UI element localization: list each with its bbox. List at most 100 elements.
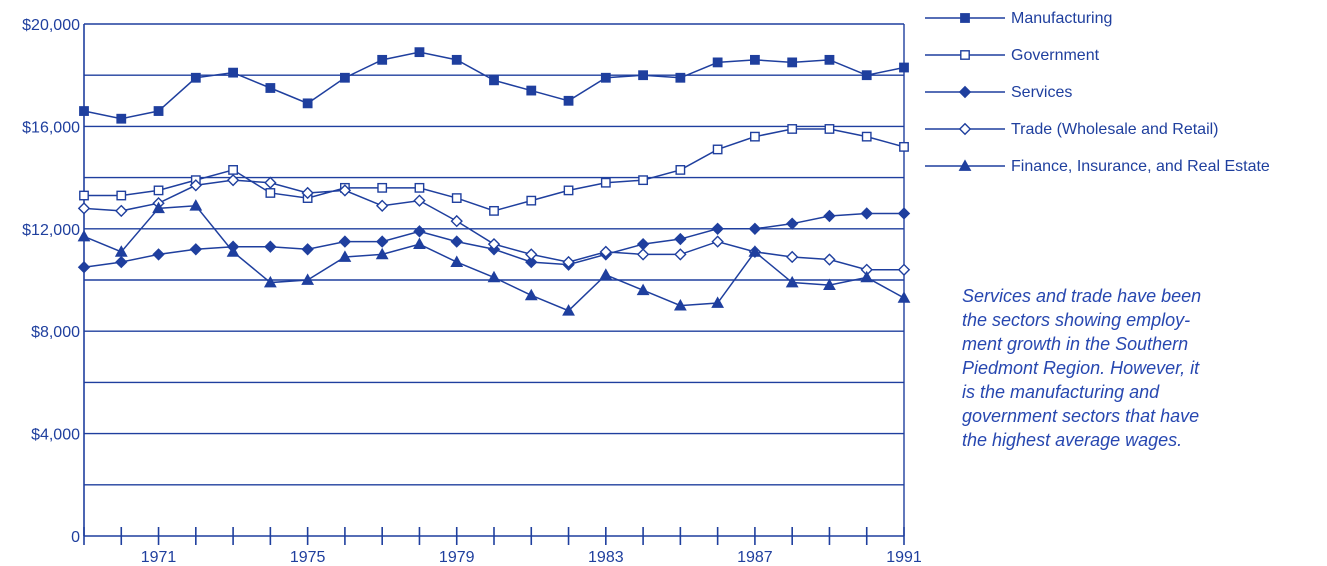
data-point — [79, 106, 89, 116]
data-point — [674, 232, 687, 246]
data-point — [265, 83, 276, 93]
data-point — [450, 214, 463, 228]
data-point — [338, 235, 352, 248]
data-point — [301, 243, 314, 256]
y-tick-label: 0 — [71, 529, 80, 546]
data-point — [636, 237, 650, 251]
legend-label: Finance, Insurance, and Real Estate — [1011, 158, 1270, 175]
data-point — [526, 195, 537, 206]
legend-marker — [960, 13, 970, 23]
data-point — [899, 141, 909, 152]
x-tick-label: 1971 — [141, 549, 177, 566]
data-point — [675, 72, 686, 83]
data-point — [750, 54, 760, 65]
data-point — [338, 184, 352, 197]
data-point — [711, 296, 725, 308]
series-4 — [77, 199, 911, 316]
data-point — [489, 205, 499, 216]
legend-label: Services — [1011, 84, 1072, 101]
data-point — [228, 67, 238, 78]
data-point — [189, 243, 203, 256]
data-point — [301, 273, 315, 285]
data-point — [115, 204, 128, 218]
data-point — [264, 176, 277, 189]
data-point — [712, 57, 723, 68]
data-point — [489, 75, 499, 86]
data-point — [116, 190, 127, 201]
annotation-line: the highest average wages. — [962, 430, 1183, 450]
data-point — [861, 131, 872, 142]
data-point — [116, 113, 127, 124]
data-point — [824, 124, 835, 134]
data-point — [897, 207, 911, 220]
x-tick-label: 1975 — [290, 549, 326, 566]
data-point — [897, 263, 911, 276]
data-point — [338, 250, 352, 262]
data-point — [152, 248, 165, 261]
y-tick-label: $20,000 — [22, 17, 80, 34]
data-point — [450, 255, 464, 267]
data-point — [785, 250, 799, 264]
series-0 — [79, 47, 909, 124]
data-point — [77, 229, 91, 242]
data-point — [823, 253, 836, 266]
data-point — [599, 268, 613, 280]
annotation-line: Piedmont Region. However, it — [962, 358, 1200, 378]
y-tick-label: $12,000 — [22, 222, 80, 239]
data-point — [375, 235, 389, 248]
data-point — [153, 185, 164, 196]
legend-label: Manufacturing — [1011, 10, 1112, 27]
data-point — [487, 270, 501, 283]
data-point — [599, 245, 613, 259]
legend-label: Government — [1011, 47, 1100, 64]
data-point — [785, 275, 799, 288]
series-3 — [77, 173, 911, 276]
data-point — [302, 98, 313, 109]
data-point — [600, 72, 611, 83]
data-point — [711, 222, 724, 235]
data-point — [340, 72, 350, 83]
data-point — [785, 217, 799, 230]
data-point — [79, 190, 89, 201]
legend-marker — [958, 159, 972, 171]
data-point — [153, 106, 164, 116]
data-point — [674, 248, 687, 261]
data-point — [712, 144, 723, 155]
data-point — [638, 70, 648, 81]
data-point — [301, 186, 314, 200]
data-point — [897, 291, 911, 303]
series-line — [84, 128, 905, 212]
series-lines — [77, 47, 911, 316]
series-line — [83, 51, 905, 120]
data-point — [377, 54, 388, 65]
annotation-line: Services and trade have been — [962, 286, 1202, 306]
x-tick-label: 1991 — [886, 549, 922, 566]
data-point — [748, 245, 762, 257]
data-point — [524, 288, 538, 301]
data-point — [526, 85, 537, 96]
legend-item: Finance, Insurance, and Real Estate — [925, 158, 1270, 175]
series-1 — [79, 124, 909, 216]
data-point — [413, 225, 426, 238]
data-point — [226, 245, 240, 257]
data-point — [228, 165, 238, 175]
data-point — [860, 270, 874, 283]
data-point — [115, 255, 128, 269]
legend-item: Services — [925, 84, 1072, 101]
data-point — [824, 54, 835, 65]
legend-marker — [960, 50, 970, 60]
legend: Manufacturing Government Services Trade (Wh… — [925, 10, 1270, 175]
legend-item: Government — [925, 47, 1100, 64]
data-point — [264, 240, 277, 253]
data-point — [450, 235, 463, 248]
annotation-line: the sectors showing employ- — [962, 310, 1191, 330]
data-point — [823, 278, 836, 290]
data-point — [451, 193, 462, 203]
data-point — [377, 182, 388, 193]
data-point — [77, 202, 91, 215]
legend-marker — [958, 122, 972, 136]
data-point — [562, 304, 575, 316]
annotation-line: is the manufacturing and — [962, 382, 1160, 402]
data-point — [563, 185, 574, 196]
y-tick-label: $8,000 — [31, 324, 80, 341]
